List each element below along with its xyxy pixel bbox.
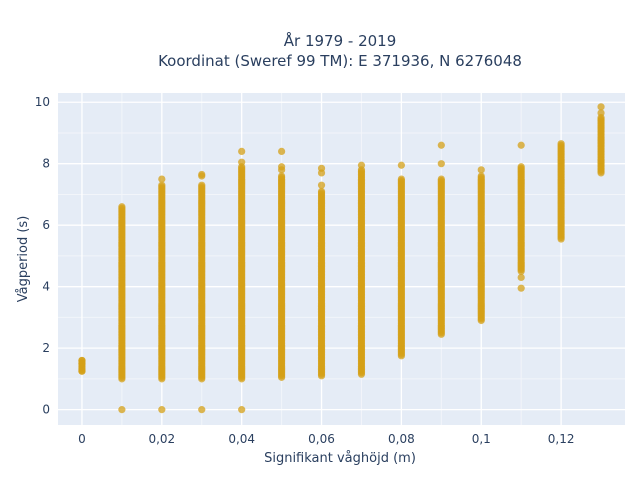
- data-point: [517, 163, 525, 171]
- x-tick-label: 0: [78, 432, 86, 446]
- data-column: [278, 147, 286, 381]
- y-axis-title: Vågperiod (s): [16, 216, 31, 303]
- data-column: [78, 356, 86, 375]
- x-tick-label: 0,04: [228, 432, 255, 446]
- data-column: [517, 141, 525, 292]
- data-point: [317, 187, 326, 195]
- outlier-point: [238, 406, 246, 414]
- data-point: [118, 203, 126, 211]
- data-column: [158, 175, 166, 414]
- x-axis-title: Signifikant våghöjd (m): [264, 451, 416, 466]
- data-column: [437, 141, 445, 338]
- data-point: [437, 175, 445, 183]
- plot-area: [58, 93, 625, 425]
- x-tick-label: 0,1: [472, 432, 491, 446]
- data-column: [118, 203, 126, 414]
- outlier-point: [357, 161, 366, 169]
- data-column: [198, 170, 206, 414]
- data-point: [278, 172, 286, 180]
- y-tick-label: 10: [35, 95, 50, 109]
- data-point: [198, 181, 206, 189]
- data-column: [357, 161, 366, 378]
- outlier-point: [238, 158, 246, 166]
- outlier-point: [78, 356, 86, 365]
- chart-title: År 1979 - 2019: [284, 31, 397, 50]
- outlier-point: [238, 147, 246, 156]
- outlier-point: [317, 181, 326, 189]
- data-point: [477, 172, 485, 180]
- outlier-point: [517, 141, 525, 149]
- outlier-point: [477, 166, 485, 174]
- data-column: [557, 140, 565, 243]
- data-point: [397, 175, 405, 183]
- y-tick-label: 0: [42, 403, 50, 417]
- outlier-point: [198, 170, 206, 179]
- outlier-point: [278, 147, 286, 156]
- data-column: [317, 164, 326, 380]
- outlier-point: [317, 164, 326, 172]
- y-tick-label: 8: [42, 157, 50, 171]
- outlier-point: [158, 175, 166, 183]
- outlier-point: [437, 141, 445, 149]
- x-tick-label: 0,06: [308, 432, 335, 446]
- outlier-point: [517, 273, 525, 282]
- data-point: [158, 181, 166, 189]
- outlier-point: [158, 406, 166, 414]
- outlier-point: [78, 367, 86, 375]
- outlier-point: [517, 284, 525, 292]
- y-tick-label: 4: [42, 280, 50, 294]
- x-tick-label: 0,08: [388, 432, 415, 446]
- outlier-point: [437, 160, 445, 168]
- x-tick-label: 0,02: [148, 432, 175, 446]
- outlier-point: [597, 109, 605, 117]
- data-column: [477, 166, 485, 325]
- x-tick-label: 0,12: [548, 432, 575, 446]
- data-points: [78, 103, 605, 414]
- data-column: [397, 161, 405, 360]
- outlier-point: [397, 161, 405, 169]
- tick-labels: 0 0,02 0,04 0,06 0,08 0,1 0,12 0 2 4 6 8 10: [35, 95, 575, 446]
- outlier-point: [198, 406, 206, 414]
- data-column: [597, 103, 605, 177]
- outlier-point: [278, 163, 286, 171]
- y-tick-label: 2: [42, 341, 50, 355]
- data-column: [238, 147, 246, 414]
- data-point: [557, 140, 565, 148]
- chart-subtitle: Koordinat (Sweref 99 TM): E 371936, N 62…: [158, 52, 522, 70]
- y-tick-label: 6: [42, 218, 50, 232]
- outlier-point: [597, 103, 605, 111]
- outlier-point: [118, 406, 126, 414]
